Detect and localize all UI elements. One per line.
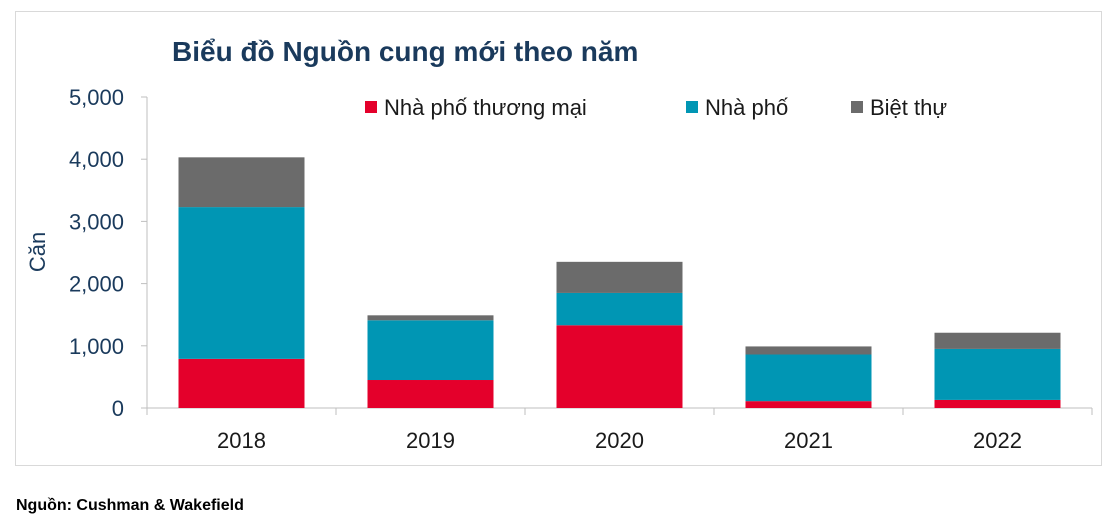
x-tick-label: 2022 bbox=[973, 428, 1022, 453]
bar-segment-2021-series-3 bbox=[745, 346, 872, 355]
legend-label: Nhà phố thương mại bbox=[384, 95, 587, 120]
bar-segment-2020-series-1 bbox=[556, 325, 683, 408]
y-tick-label: 5,000 bbox=[69, 85, 124, 110]
bar-segment-2020-series-2 bbox=[556, 292, 683, 326]
bar-segment-2018-series-3 bbox=[178, 157, 305, 208]
y-tick-label: 0 bbox=[112, 396, 124, 421]
legend: Nhà phố thương mại Nhà phố Biệt thự bbox=[365, 95, 947, 120]
y-tick-label: 4,000 bbox=[69, 147, 124, 172]
x-tick-label: 2020 bbox=[595, 428, 644, 453]
x-tick-label: 2021 bbox=[784, 428, 833, 453]
legend-label: Nhà phố bbox=[705, 95, 788, 120]
bar-segment-2018-series-2 bbox=[178, 207, 305, 359]
bar-segment-2019-series-1 bbox=[367, 380, 494, 408]
bar-segment-2021-series-2 bbox=[745, 354, 872, 402]
legend-swatch bbox=[686, 101, 698, 113]
axes: 0 1,000 2,000 3,000 4,000 5,000 Căn 2018 2019 202… bbox=[25, 85, 1093, 453]
bar-segment-2019-series-3 bbox=[367, 315, 494, 321]
bar-segment-2022-series-3 bbox=[934, 332, 1061, 349]
bars bbox=[178, 157, 1061, 408]
legend-swatch bbox=[851, 101, 863, 113]
y-tick-label: 1,000 bbox=[69, 334, 124, 359]
source-note: Nguồn: Cushman & Wakefield bbox=[16, 497, 244, 514]
bar-segment-2019-series-2 bbox=[367, 320, 494, 381]
bar-segment-2020-series-3 bbox=[556, 261, 683, 293]
bar-segment-2021-series-1 bbox=[745, 401, 872, 408]
y-tick-label: 3,000 bbox=[69, 209, 124, 234]
x-tick-label: 2018 bbox=[217, 428, 266, 453]
bar-segment-2022-series-1 bbox=[934, 399, 1061, 408]
bar-segment-2022-series-2 bbox=[934, 348, 1061, 400]
bar-segment-2018-series-1 bbox=[178, 358, 305, 408]
y-tick-label: 2,000 bbox=[69, 272, 124, 297]
legend-label: Biệt thự bbox=[870, 95, 947, 120]
x-tick-label: 2019 bbox=[406, 428, 455, 453]
legend-swatch bbox=[365, 101, 377, 113]
y-axis-label: Căn bbox=[25, 232, 50, 272]
chart-title: Biểu đồ Nguồn cung mới theo năm bbox=[172, 36, 639, 67]
